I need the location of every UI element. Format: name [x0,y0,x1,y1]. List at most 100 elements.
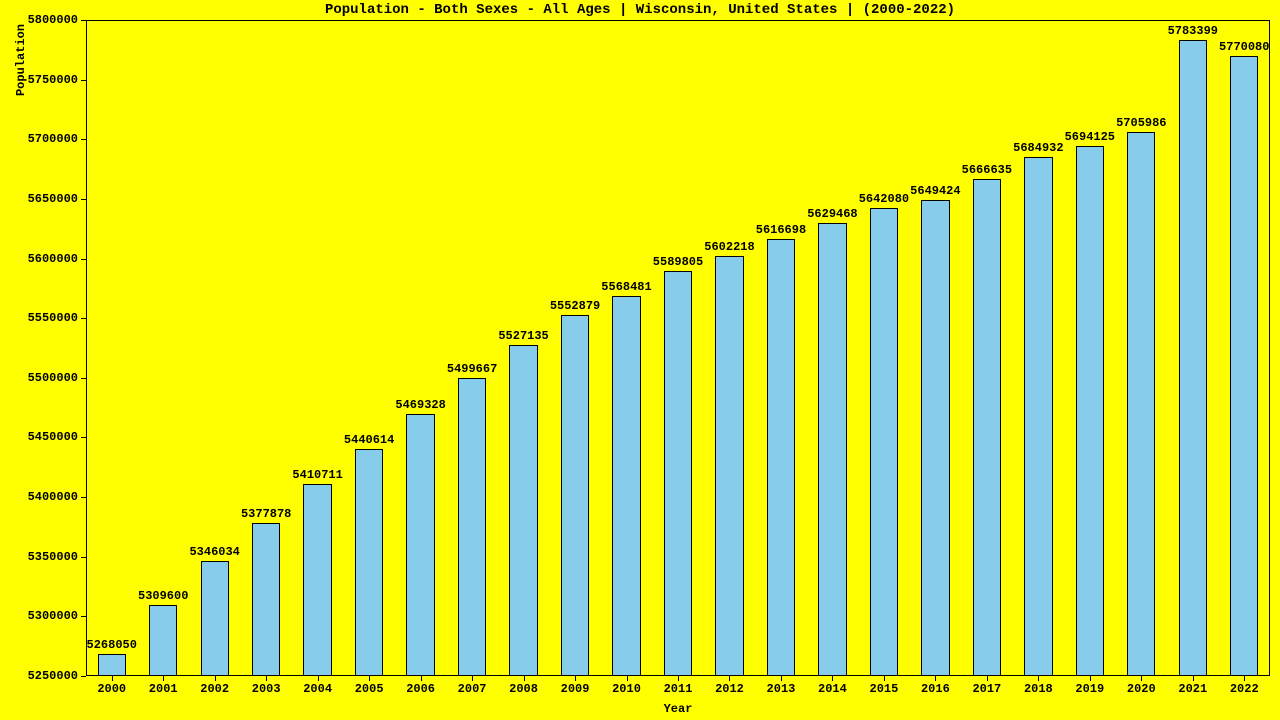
chart-canvas: Population - Both Sexes - All Ages | Wis… [0,0,1280,720]
bar-value-label: 5684932 [1013,141,1063,155]
ytick-label: 5700000 [0,132,78,146]
ytick-mark [81,199,86,200]
bar [664,271,692,676]
xtick-mark [421,676,422,681]
xtick-label: 2002 [200,682,229,696]
bar-value-label: 5377878 [241,507,291,521]
ytick-mark [81,437,86,438]
xtick-mark [1038,676,1039,681]
bar-value-label: 5783399 [1168,24,1218,38]
xtick-mark [1244,676,1245,681]
xtick-mark [318,676,319,681]
xtick-mark [215,676,216,681]
bar [303,484,331,676]
ytick-label: 5550000 [0,311,78,325]
ytick-mark [81,557,86,558]
bar-value-label: 5649424 [910,184,960,198]
bar [201,561,229,676]
chart-title: Population - Both Sexes - All Ages | Wis… [0,2,1280,18]
ytick-mark [81,20,86,21]
bar-value-label: 5589805 [653,255,703,269]
xtick-label: 2003 [252,682,281,696]
ytick-mark [81,378,86,379]
bar [252,523,280,676]
bar-value-label: 5527135 [498,329,548,343]
ytick-label: 5300000 [0,609,78,623]
xtick-mark [524,676,525,681]
xtick-mark [575,676,576,681]
bar [509,345,537,676]
xtick-label: 2018 [1024,682,1053,696]
bar-value-label: 5705986 [1116,116,1166,130]
ytick-mark [81,676,86,677]
bar-value-label: 5499667 [447,362,497,376]
ytick-mark [81,259,86,260]
bar [715,256,743,676]
bar [870,208,898,676]
xtick-label: 2022 [1230,682,1259,696]
bar [1127,132,1155,676]
xtick-mark [678,676,679,681]
ytick-label: 5400000 [0,490,78,504]
ytick-label: 5250000 [0,669,78,683]
xtick-mark [627,676,628,681]
bar [973,179,1001,676]
xtick-mark [781,676,782,681]
bar [1076,146,1104,676]
bar-value-label: 5666635 [962,163,1012,177]
xtick-label: 2019 [1075,682,1104,696]
bar-value-label: 5268050 [87,638,137,652]
xtick-mark [884,676,885,681]
bar [818,223,846,676]
ytick-label: 5350000 [0,550,78,564]
bar-value-label: 5469328 [395,398,445,412]
ytick-label: 5450000 [0,430,78,444]
bar-value-label: 5616698 [756,223,806,237]
bar-value-label: 5602218 [704,240,754,254]
ytick-label: 5500000 [0,371,78,385]
bar-value-label: 5694125 [1065,130,1115,144]
xtick-label: 2016 [921,682,950,696]
bar [1230,56,1258,676]
bar-value-label: 5346034 [189,545,239,559]
ytick-mark [81,318,86,319]
bar-value-label: 5629468 [807,207,857,221]
bar-value-label: 5309600 [138,589,188,603]
ytick-mark [81,497,86,498]
bar [1179,40,1207,676]
xtick-mark [1193,676,1194,681]
x-axis-label: Year [86,702,1270,716]
bar-value-label: 5568481 [601,280,651,294]
xtick-label: 2021 [1178,682,1207,696]
xtick-mark [163,676,164,681]
ytick-label: 5600000 [0,252,78,266]
bar [149,605,177,676]
xtick-label: 2011 [664,682,693,696]
xtick-mark [112,676,113,681]
xtick-label: 2017 [972,682,1001,696]
ytick-mark [81,616,86,617]
xtick-mark [472,676,473,681]
xtick-label: 2006 [406,682,435,696]
xtick-label: 2015 [870,682,899,696]
xtick-mark [1090,676,1091,681]
xtick-label: 2008 [509,682,538,696]
xtick-label: 2007 [458,682,487,696]
xtick-label: 2001 [149,682,178,696]
xtick-mark [987,676,988,681]
xtick-mark [266,676,267,681]
xtick-label: 2000 [97,682,126,696]
xtick-label: 2020 [1127,682,1156,696]
bar [355,449,383,676]
bar [98,654,126,676]
bar [561,315,589,676]
xtick-label: 2005 [355,682,384,696]
bar-value-label: 5642080 [859,192,909,206]
ytick-label: 5800000 [0,13,78,27]
xtick-mark [935,676,936,681]
xtick-label: 2013 [767,682,796,696]
xtick-label: 2009 [561,682,590,696]
xtick-mark [729,676,730,681]
xtick-label: 2004 [303,682,332,696]
bar [612,296,640,676]
